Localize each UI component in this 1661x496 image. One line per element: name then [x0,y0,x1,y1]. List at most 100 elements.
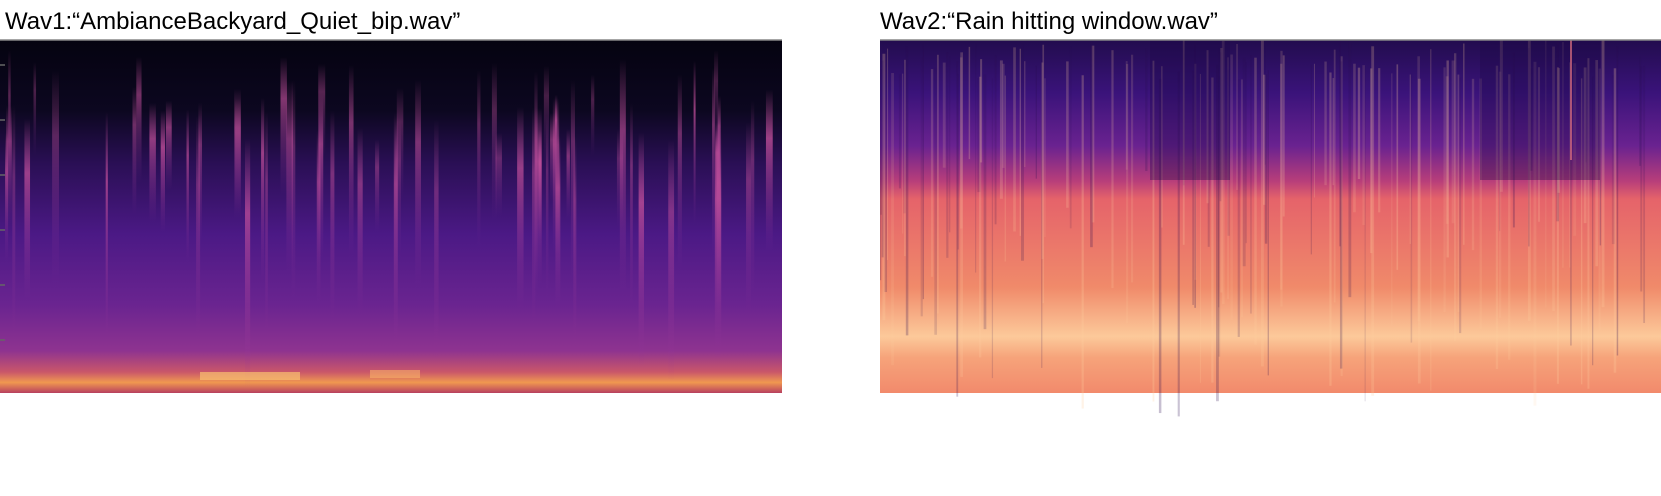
texture [1194,41,1196,308]
texture [960,52,963,377]
texture [1573,63,1577,236]
texture [1459,77,1462,334]
texture [591,74,595,157]
texture [1220,47,1223,293]
texture [1126,64,1129,323]
texture [318,94,324,259]
texture [1527,40,1531,321]
texture [1362,65,1365,226]
texture [1570,40,1572,160]
texture [1598,68,1601,331]
texture [1446,60,1449,258]
texture [1091,45,1095,223]
texture [235,98,241,214]
texture [370,370,420,378]
texture [1280,63,1283,290]
texture [1145,48,1148,172]
texture [1177,71,1180,417]
texture [1131,54,1134,283]
texture [1616,46,1619,356]
texture [902,73,904,234]
texture [1194,63,1197,280]
texture [1410,73,1413,343]
texture [959,57,963,229]
texture [1595,60,1598,267]
texture [132,86,137,215]
texture [1512,52,1515,228]
texture [946,52,949,258]
panel-title: Wav2:“Rain hitting window.wav” [880,8,1218,35]
texture [165,100,172,190]
texture [534,71,538,302]
texture [1161,66,1163,228]
texture [1640,66,1643,292]
texture [105,111,108,344]
texture [891,73,894,366]
texture [1158,78,1162,414]
texture [1529,68,1533,171]
texture [1282,55,1285,217]
texture [905,46,909,336]
texture [1199,73,1201,383]
texture [1348,41,1352,298]
texture [1499,40,1503,192]
texture [261,97,265,283]
texture [1498,71,1502,318]
texture [550,112,556,202]
texture [994,55,997,225]
texture [1639,56,1642,166]
texture [983,74,987,330]
texture [677,74,682,272]
texture [1002,63,1005,168]
texture [1592,76,1594,366]
texture [712,67,715,258]
texture [1370,68,1373,254]
texture [1264,74,1268,244]
texture [33,62,37,156]
texture [1066,61,1069,208]
texture [196,115,201,346]
texture [903,63,906,214]
texture [1552,46,1555,312]
texture [1371,46,1375,396]
texture [1207,67,1210,247]
texture [1230,54,1233,320]
texture [1206,50,1209,204]
texture [904,59,906,257]
texture [884,51,888,293]
texture [1021,41,1024,261]
texture [886,48,889,261]
texture [1499,73,1501,232]
texture [1044,78,1046,237]
texture [8,50,11,201]
texture [1254,57,1257,345]
texture [1024,61,1026,168]
texture [265,111,268,341]
texture [1218,48,1220,308]
texture [1357,67,1361,180]
texture [991,78,994,379]
texture [1227,57,1229,300]
texture [922,41,924,300]
texture [1479,78,1482,330]
texture [1242,57,1246,267]
texture [638,132,645,368]
texture [1216,64,1219,402]
texture [1041,62,1044,260]
texture [968,46,971,160]
texture [291,80,296,303]
texture [1556,41,1559,222]
texture [286,80,294,274]
texture [1396,64,1399,270]
spectrogram [0,40,782,393]
texture [1013,47,1016,232]
texture [1508,74,1511,360]
texture [980,59,983,163]
texture [1221,40,1225,305]
texture [1267,70,1269,376]
texture [1580,78,1583,385]
texture [693,60,696,224]
texture [1585,54,1587,163]
texture [532,107,536,327]
